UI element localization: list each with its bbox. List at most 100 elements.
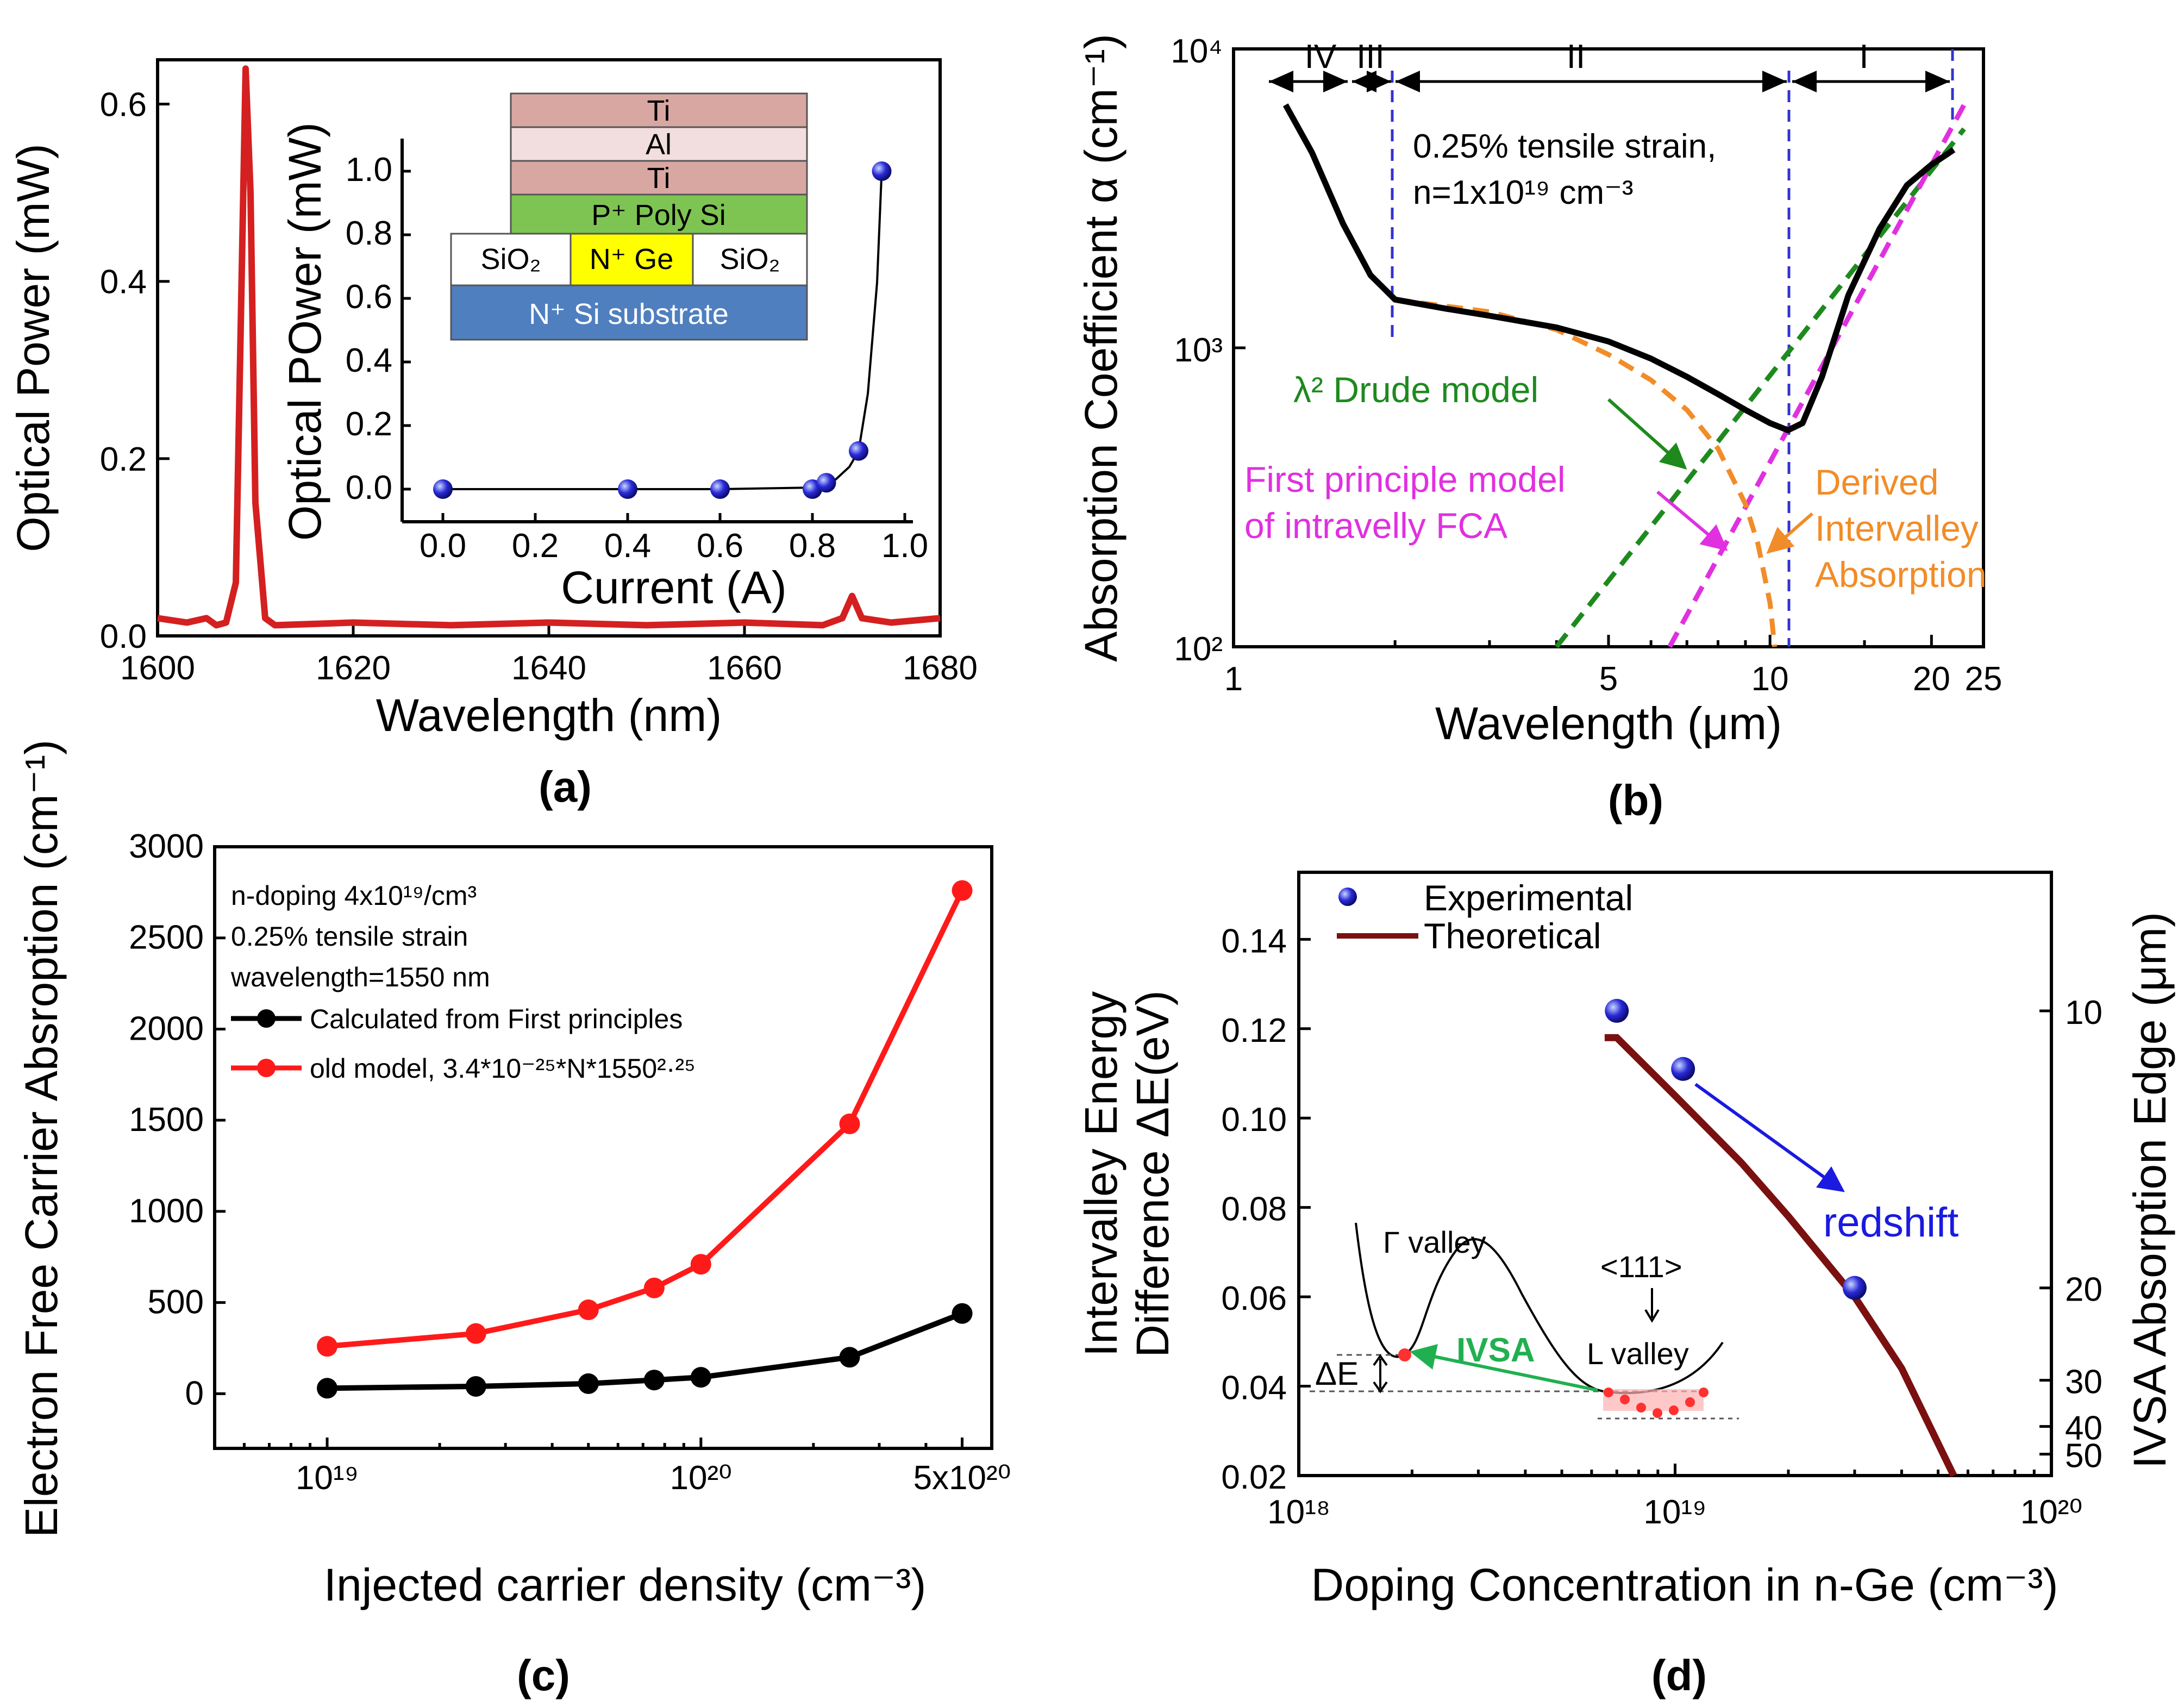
x-tick-label: 1600 (120, 649, 195, 687)
data-point (578, 1373, 599, 1394)
l-valley-electrons (1603, 1388, 1709, 1418)
inset-point (618, 479, 637, 499)
y-tick-label: 10² (1174, 630, 1223, 668)
y-tick-label: 0.02 (1221, 1459, 1287, 1496)
right-tick-label: 10 (2065, 994, 2102, 1032)
stack-label-substrate: N⁺ Si substrate (529, 298, 729, 330)
stack-label-ti-bottom: Ti (647, 162, 671, 195)
inset-y-tick-label: 0.6 (346, 278, 392, 316)
inset-y-tick-label: 0.0 (346, 469, 392, 507)
delta-e-label: ΔE (1315, 1355, 1359, 1392)
caption-a: (a) (539, 763, 592, 811)
data-point (952, 1303, 973, 1324)
x-tick-label: 5 (1599, 660, 1618, 698)
panel-a-x-ticks: 1600 1620 1640 1660 1680 (120, 624, 978, 687)
gamma-electron (1398, 1348, 1411, 1361)
y-tick-label: 1500 (129, 1101, 204, 1139)
data-point (690, 1254, 711, 1275)
device-stack: Ti Al Ti P⁺ Poly Si SiO₂ N⁺ Ge SiO₂ N⁺ S… (450, 92, 808, 341)
y-tick-label: 0.4 (100, 264, 147, 301)
legend-text-wavelength: wavelength=1550 nm (230, 962, 490, 992)
x-tick-label: 10²⁰ (2020, 1493, 2082, 1531)
first-principles-points (317, 1303, 973, 1399)
stack-layer-poly-si (510, 193, 808, 235)
l-electron (1604, 1388, 1613, 1397)
caption-d: (d) (1651, 1651, 1707, 1699)
valley-diagram: ΔE IVSA Γ valley <111> L valley (1310, 1222, 1739, 1420)
l-electron (1653, 1408, 1662, 1418)
x-tick-label: 10¹⁹ (296, 1459, 359, 1497)
panel-a-inset: 0.0 0.2 0.4 0.6 0.8 1.0 0.0 0.2 0.4 0.6 0.8 1.0 Cu… (279, 122, 928, 613)
experimental-point (1605, 998, 1629, 1023)
stack-layer-al (510, 126, 808, 162)
legend-marker-black (257, 1009, 276, 1028)
right-tick-label: 50 (2065, 1438, 2102, 1475)
inset-x-label: Current (A) (561, 562, 786, 613)
panel-c-x-label: Injected carrier density (cm⁻³) (324, 1559, 927, 1610)
old-model-points (317, 880, 973, 1357)
panel-a-y-label: Optical Power (mW) (8, 143, 59, 552)
panel-b-y-ticks: 10² 10³ 10⁴ (1171, 33, 1246, 668)
gamma-valley-label: Γ valley (1383, 1225, 1486, 1259)
data-point (465, 1323, 486, 1344)
old-model-line (327, 889, 965, 1349)
panel-d-x-label: Doping Concentration in n-Ge (cm⁻³) (1311, 1559, 2058, 1610)
panel-c-x-ticks: 10¹⁹ 10²⁰ 5x10²⁰ (242, 1438, 1011, 1497)
total-absorption-line (1282, 103, 1956, 434)
x-tick-label: 1680 (903, 649, 978, 687)
legend-label-red: old model, 3.4*10⁻²⁵*N*1550²·²⁵ (310, 1053, 696, 1084)
first-principle-label-2: of intravelly FCA (1244, 505, 1507, 546)
legend-marker-red (257, 1059, 276, 1077)
x-tick-label: 1640 (511, 649, 586, 687)
data-point (643, 1370, 665, 1391)
legend-label-experimental: Experimental (1424, 878, 1633, 918)
panel-c-y-label: Electron Free Carrier Absroption (cm⁻¹) (16, 740, 67, 1538)
data-point (578, 1299, 599, 1321)
inset-y-tick-label: 0.4 (346, 342, 392, 379)
inset-point (710, 479, 730, 499)
stack-label-sio2-right: SiO₂ (720, 243, 780, 276)
data-point (317, 1336, 338, 1357)
stack-layer-ge (570, 233, 694, 286)
drude-model-line (1554, 127, 1966, 648)
stack-layer-substrate (450, 284, 808, 341)
y-tick-label: 0.04 (1221, 1370, 1287, 1407)
theoretical-line (1604, 1034, 1957, 1477)
y-tick-label: 500 (148, 1284, 204, 1321)
data-point (839, 1113, 860, 1134)
drude-label: λ² Drude model (1293, 370, 1538, 410)
caption-c: (c) (517, 1651, 570, 1699)
redshift-label: redshift (1823, 1199, 1958, 1246)
panel-b-annotation-line2: n=1x10¹⁹ cm⁻³ (1413, 174, 1634, 211)
panel-b-annotation-line1: 0.25% tensile strain, (1413, 128, 1716, 165)
panel-a: 1600 1620 1640 1660 1680 0.0 0.2 0.4 0.6 Wavele… (8, 58, 978, 811)
stack-label-poly-si: P⁺ Poly Si (591, 199, 726, 232)
panel-a-x-label: Wavelength (nm) (376, 690, 722, 741)
inset-x-tick-label: 0.6 (697, 527, 743, 565)
x-tick-label: 5x10²⁰ (913, 1459, 1011, 1497)
inset-point (872, 161, 892, 181)
region-label-iv: IV (1305, 38, 1337, 76)
inset-x-tick-label: 0.2 (512, 527, 559, 565)
panel-a-spectrum-line (157, 65, 941, 629)
stack-label-ge: N⁺ Ge (590, 243, 674, 276)
l-electron (1620, 1395, 1630, 1404)
data-point (839, 1347, 860, 1368)
inset-point (433, 479, 453, 499)
stack-label-sio2-left: SiO₂ (481, 243, 541, 276)
x-tick-label: 10²⁰ (670, 1459, 732, 1497)
panel-b-y-label: Absorption Coefficient α (cm⁻¹) (1075, 34, 1127, 662)
y-tick-label: 10³ (1174, 332, 1223, 369)
y-tick-label: 0.2 (100, 441, 147, 478)
derived-arrow (1766, 512, 1813, 554)
first-principle-arrow (1656, 490, 1728, 551)
y-tick-label: 0.0 (100, 618, 147, 655)
x-tick-label: 1 (1224, 660, 1243, 698)
redshift-arrow (1694, 1083, 1845, 1192)
l-electron (1669, 1405, 1679, 1415)
x-tick-label: 25 (1965, 660, 2002, 698)
panel-d-y-label-1: Intervalley Energy (1075, 991, 1127, 1357)
panel-b-x-label: Wavelength (μm) (1435, 698, 1782, 749)
inset-y-tick-label: 0.8 (346, 215, 392, 252)
